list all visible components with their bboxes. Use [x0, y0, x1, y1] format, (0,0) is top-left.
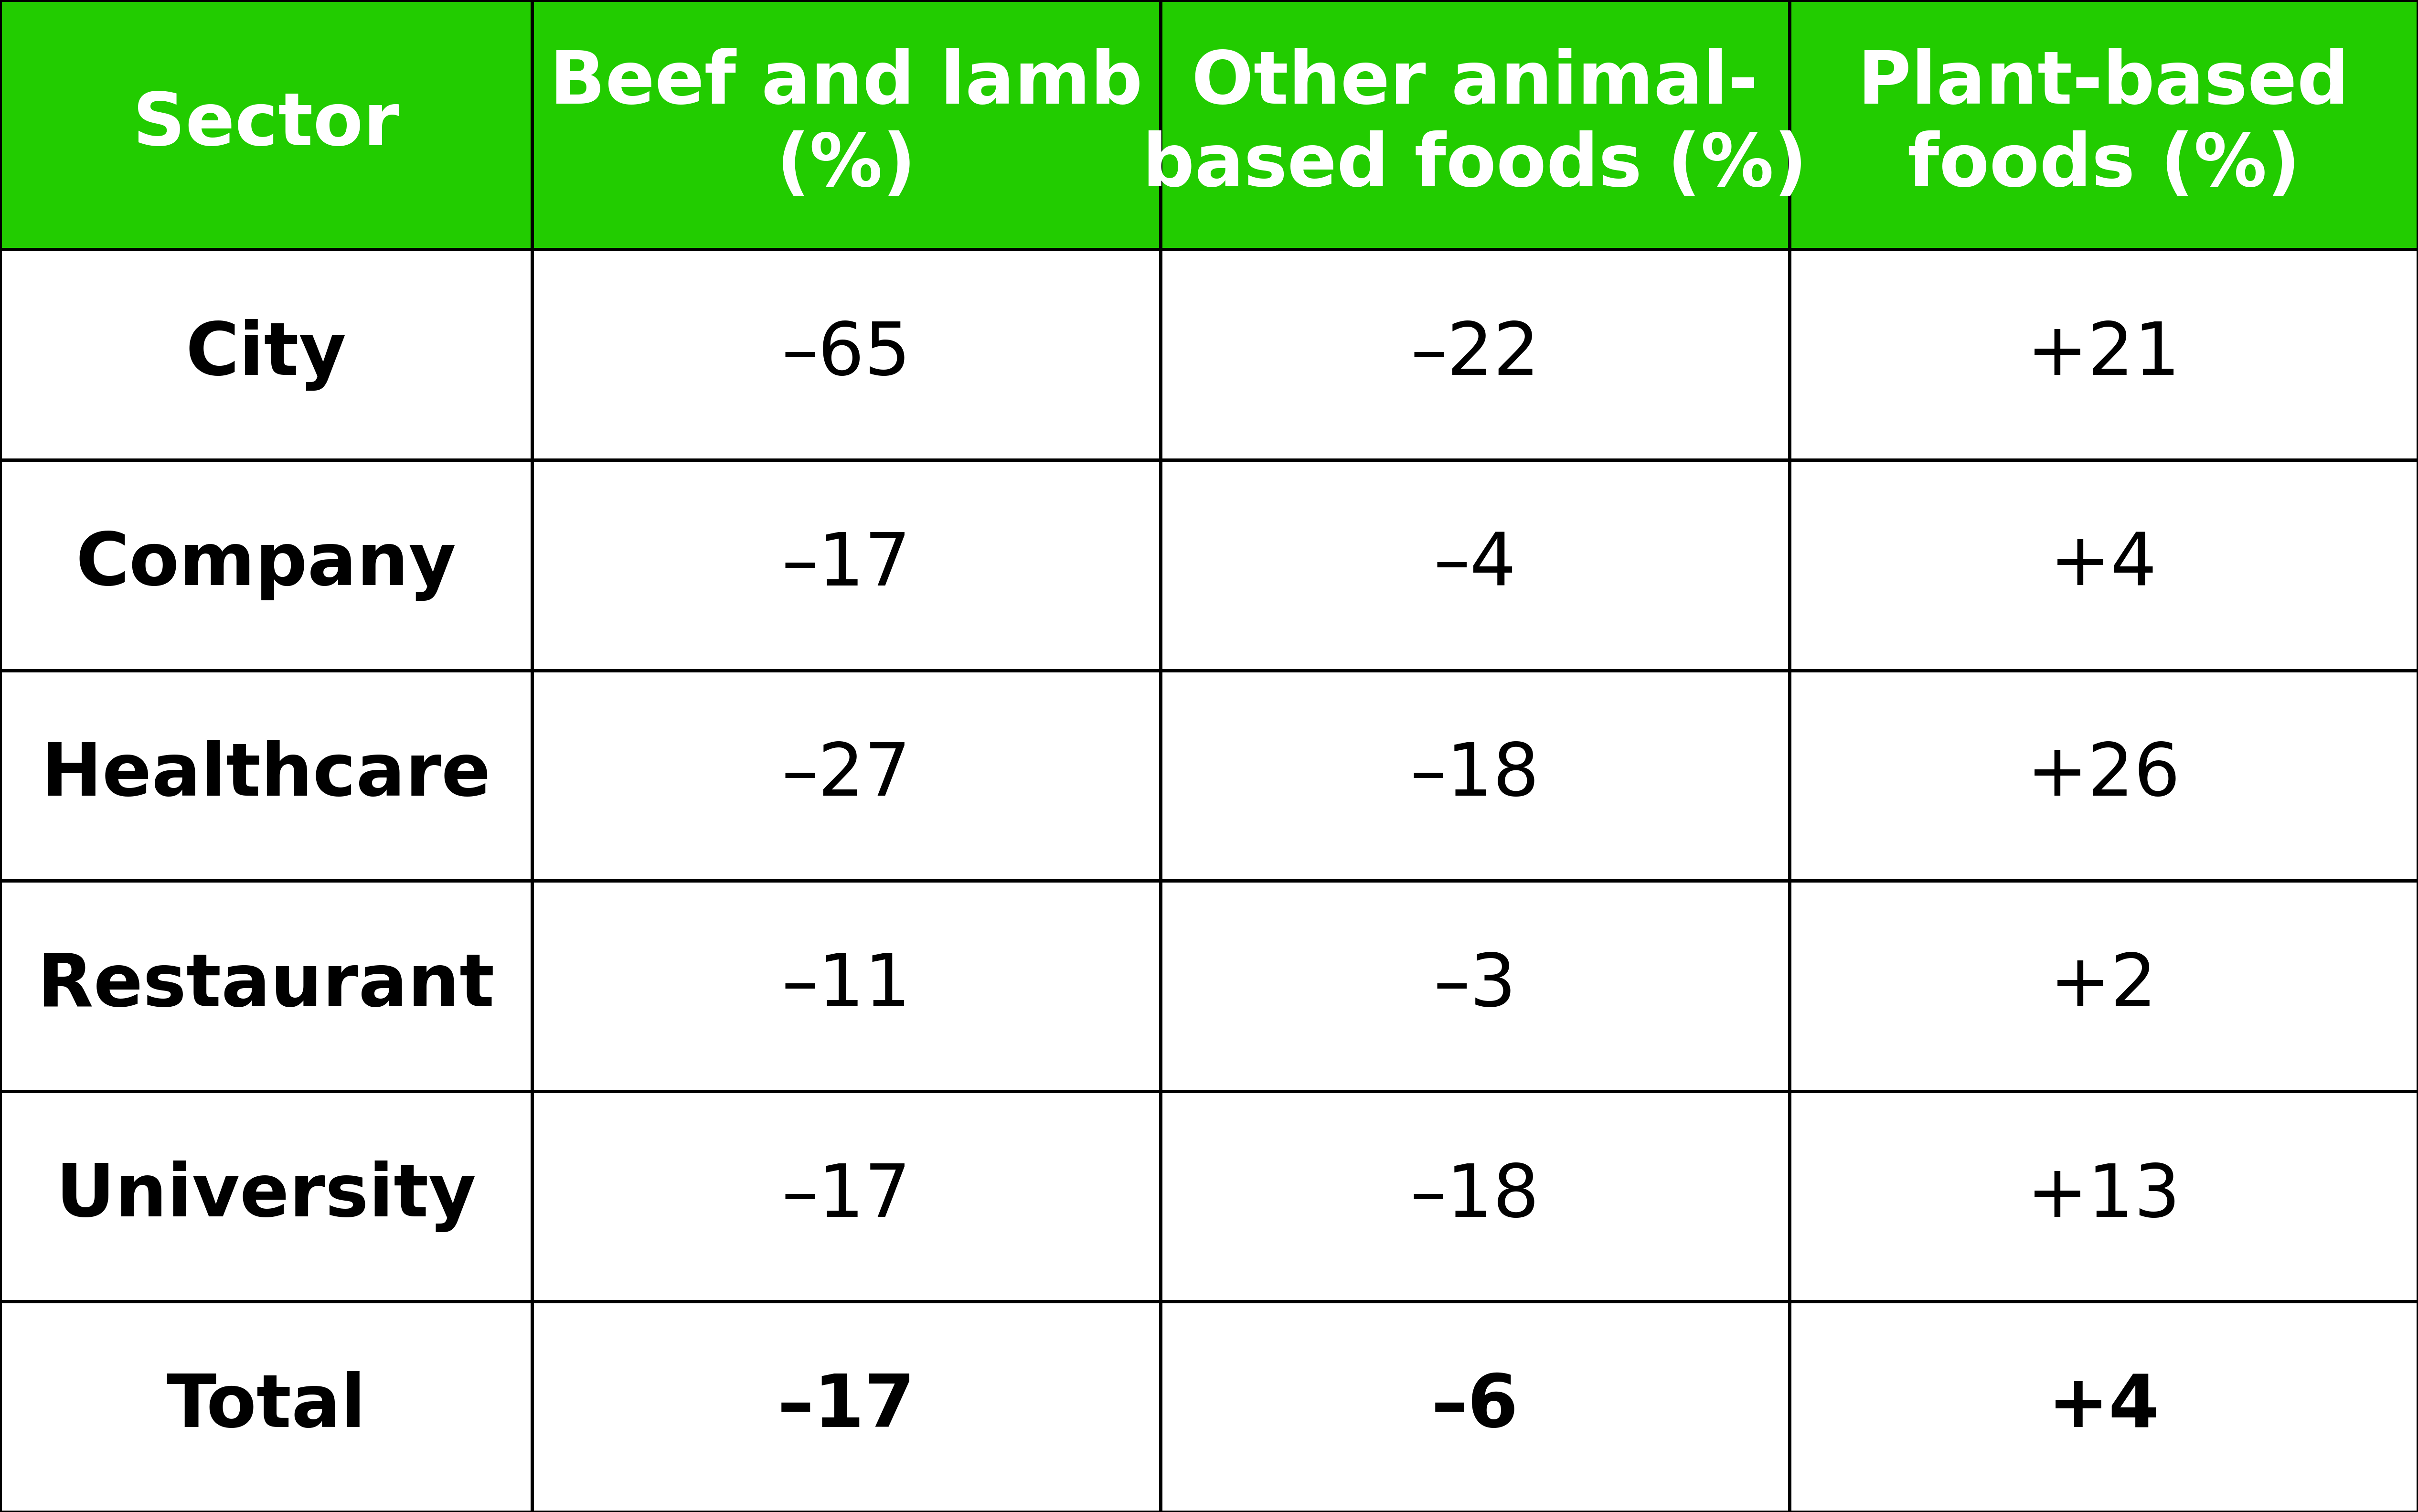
Bar — [1161, 0, 1789, 249]
Text: Healthcare: Healthcare — [41, 739, 491, 810]
Text: Company: Company — [75, 529, 457, 600]
Bar — [532, 1302, 1161, 1512]
Text: Restaurant: Restaurant — [36, 951, 496, 1022]
Bar — [1789, 0, 2418, 249]
Text: Plant-based
foods (%): Plant-based foods (%) — [1857, 48, 2350, 201]
Bar — [0, 460, 532, 670]
Bar — [532, 880, 1161, 1092]
Bar — [0, 249, 532, 460]
Bar — [1161, 1092, 1789, 1302]
Text: +4: +4 — [2050, 529, 2157, 600]
Text: Beef and lamb
(%): Beef and lamb (%) — [549, 48, 1144, 201]
Text: –17: –17 — [781, 1161, 912, 1232]
Text: +13: +13 — [2026, 1161, 2181, 1232]
Bar — [0, 670, 532, 880]
Bar — [1789, 670, 2418, 880]
Bar — [1789, 1092, 2418, 1302]
Text: –4: –4 — [1434, 529, 1516, 600]
Bar — [1161, 249, 1789, 460]
Text: Other animal-
based foods (%): Other animal- based foods (%) — [1144, 48, 1806, 201]
Text: –18: –18 — [1410, 739, 1540, 810]
Text: –6: –6 — [1431, 1371, 1519, 1442]
Bar — [1789, 249, 2418, 460]
Bar — [1789, 460, 2418, 670]
Text: –18: –18 — [1410, 1161, 1540, 1232]
Bar — [0, 880, 532, 1092]
Bar — [532, 670, 1161, 880]
Text: +2: +2 — [2050, 951, 2157, 1022]
Text: +21: +21 — [2026, 319, 2181, 390]
Text: –22: –22 — [1410, 319, 1540, 390]
Text: –27: –27 — [781, 739, 912, 810]
Text: –65: –65 — [781, 319, 912, 390]
Bar — [0, 1302, 532, 1512]
Text: +26: +26 — [2026, 739, 2181, 810]
Bar — [532, 249, 1161, 460]
Text: Sector: Sector — [133, 89, 399, 160]
Text: –17: –17 — [776, 1371, 916, 1442]
Bar — [0, 1092, 532, 1302]
Bar — [1161, 880, 1789, 1092]
Bar — [1789, 1302, 2418, 1512]
Bar — [532, 1092, 1161, 1302]
Bar — [0, 0, 532, 249]
Bar — [1161, 460, 1789, 670]
Text: University: University — [56, 1161, 476, 1232]
Bar — [1161, 1302, 1789, 1512]
Bar — [1789, 880, 2418, 1092]
Text: –11: –11 — [781, 951, 912, 1022]
Text: +4: +4 — [2048, 1371, 2159, 1442]
Text: –3: –3 — [1434, 951, 1516, 1022]
Bar — [1161, 670, 1789, 880]
Bar — [532, 0, 1161, 249]
Text: Total: Total — [167, 1371, 365, 1442]
Text: –17: –17 — [781, 529, 912, 600]
Text: City: City — [186, 319, 346, 390]
Bar — [532, 460, 1161, 670]
